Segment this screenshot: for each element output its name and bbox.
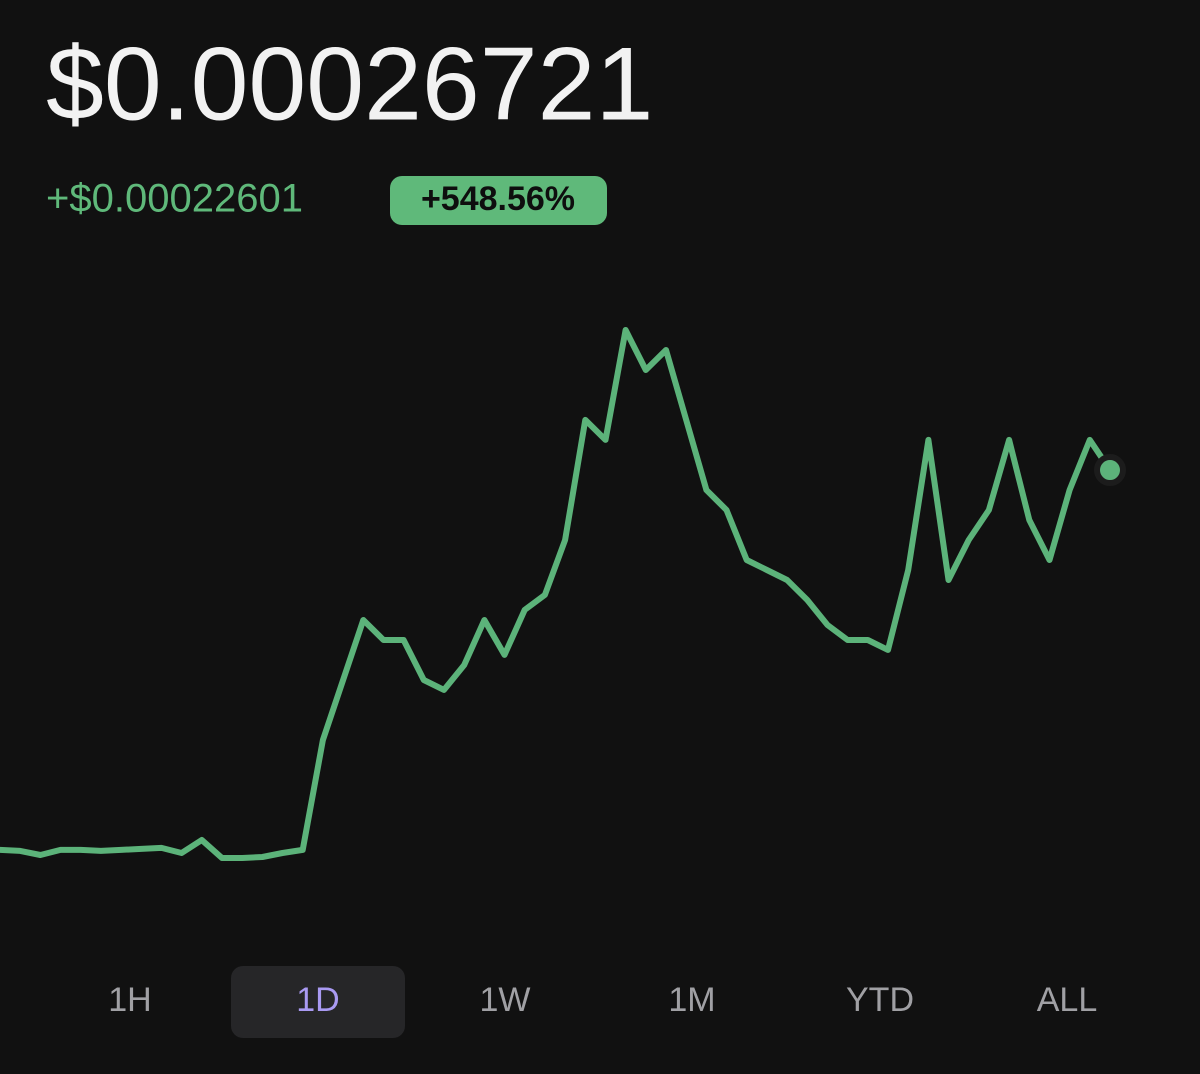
percent-change: +548.56% — [421, 180, 575, 218]
current-point — [1094, 454, 1126, 487]
range-button[interactable]: 1H — [108, 981, 151, 1019]
price-change: +$0.00022601 — [46, 177, 303, 221]
range-button[interactable]: 1D — [296, 981, 339, 1019]
range-button[interactable]: 1M — [668, 981, 715, 1019]
percent-badge — [390, 176, 607, 225]
price-line — [0, 327, 1113, 861]
range-selected-bg — [231, 966, 405, 1038]
range-button[interactable]: YTD — [846, 981, 914, 1019]
range-selector: 1H 1D 1W 1M YTD ALL — [108, 966, 1097, 1038]
price-chart — [0, 327, 1126, 861]
range-button[interactable]: 1W — [480, 981, 531, 1019]
range-button[interactable]: ALL — [1037, 981, 1098, 1019]
price: $0.00026721 — [46, 26, 653, 142]
